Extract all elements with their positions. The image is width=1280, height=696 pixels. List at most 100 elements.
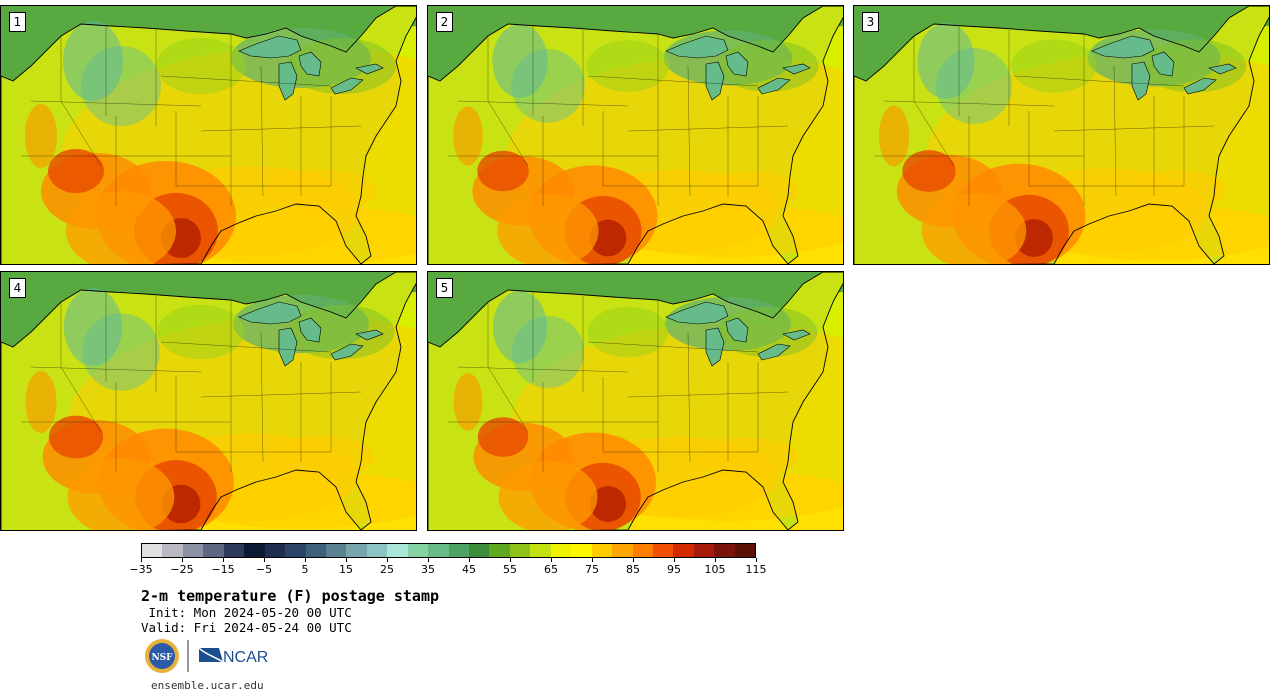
state-border: [200, 125, 362, 132]
temperature-region: [67, 458, 175, 530]
great-lake: [1151, 51, 1175, 77]
temperature-region: [492, 24, 548, 98]
map-panel-2: 2: [427, 5, 844, 265]
temperature-region: [453, 106, 483, 166]
nsf-logo-icon: NSF: [145, 639, 179, 673]
map-panel-4: 4: [0, 271, 417, 531]
great-lake: [298, 317, 322, 343]
svg-text:NSF: NSF: [151, 653, 173, 663]
colorbar-cell: [142, 544, 163, 557]
temperature-region: [63, 21, 123, 101]
panel-number-badge: 4: [9, 278, 26, 298]
temperature-region: [878, 105, 910, 167]
init-time: Init: Mon 2024-05-20 00 UTC: [141, 605, 352, 620]
temperature-colorbar: [141, 543, 756, 558]
temperature-region: [286, 38, 396, 94]
great-lake: [238, 35, 302, 59]
state-border: [30, 366, 202, 373]
state-border: [260, 65, 264, 197]
colorbar-cell: [652, 544, 674, 557]
colorbar-tick: [264, 558, 265, 562]
colorbar-cell: [673, 544, 694, 557]
colorbar-cell: [448, 544, 469, 557]
temperature-region: [63, 288, 123, 366]
great-lake: [757, 343, 791, 361]
coastline: [428, 6, 843, 264]
colorbar-tick-label: −25: [170, 563, 194, 576]
state-border: [913, 100, 955, 167]
great-lake: [782, 329, 811, 341]
great-lake: [330, 77, 364, 95]
colorbar-tick: [469, 558, 470, 562]
colorbar-cell: [469, 544, 490, 557]
temperature-region: [157, 304, 245, 360]
great-lake: [238, 301, 302, 325]
great-lake: [705, 327, 725, 367]
colorbar-cell: [734, 544, 756, 557]
colorbar-tick-label: 65: [544, 563, 558, 576]
temperature-region: [697, 170, 799, 212]
colorbar-cell: [387, 544, 408, 557]
state-border: [60, 100, 102, 167]
temperature-map: [854, 6, 1269, 264]
colorbar-cell: [203, 544, 224, 557]
colorbar-tick-label: −35: [129, 563, 153, 576]
panel-number-badge: 5: [436, 278, 453, 298]
state-border: [457, 100, 629, 107]
temperature-region: [477, 150, 529, 192]
website-url: ensemble.ucar.edu: [151, 679, 264, 692]
temperature-map: [428, 6, 843, 264]
colorbar-tick-label: 15: [339, 563, 353, 576]
temperature-region: [717, 40, 819, 92]
great-lake: [278, 61, 298, 101]
temperature-region: [498, 461, 598, 530]
state-border: [487, 100, 529, 167]
state-border: [1053, 125, 1215, 132]
temperature-region: [590, 486, 626, 522]
colorbar-cell: [530, 544, 551, 557]
state-border: [587, 75, 759, 87]
state-border: [200, 391, 362, 398]
temperature-region: [586, 40, 670, 92]
colorbar-cell: [407, 544, 429, 557]
great-lake: [298, 51, 322, 77]
figure-title: 2-m temperature (F) postage stamp: [141, 587, 440, 605]
colorbar-cell: [428, 544, 449, 557]
temperature-region: [25, 370, 57, 434]
temperature-region: [493, 291, 547, 363]
map-panel-1: 1: [0, 5, 417, 265]
colorbar-cell: [714, 544, 735, 557]
coastline: [1, 272, 416, 530]
map-panel-5: 5: [427, 271, 844, 531]
colorbar-tick-label: 5: [301, 563, 309, 576]
colorbar-cell: [591, 544, 613, 557]
temperature-region: [1011, 39, 1097, 93]
colorbar-tick: [592, 558, 593, 562]
panel-number-badge: 2: [436, 12, 453, 32]
colorbar-tick: [346, 558, 347, 562]
temperature-region: [698, 437, 798, 477]
colorbar-tick-label: 85: [626, 563, 640, 576]
state-border: [457, 366, 629, 373]
state-border: [687, 65, 691, 197]
temperature-map: [1, 272, 416, 530]
state-border: [60, 366, 102, 433]
great-lake: [1208, 63, 1237, 75]
temperature-region: [917, 23, 975, 99]
state-border: [1113, 65, 1117, 197]
colorbar-ticks: −35 −25 −15 −5 5 15 25 35 45 55 65 75 85 95 105 115: [129, 558, 767, 578]
great-lake: [355, 63, 384, 75]
colorbar-cell: [162, 544, 183, 557]
great-lake: [1183, 77, 1217, 95]
map-panel-3: 3: [853, 5, 1270, 265]
colorbar-cell: [244, 544, 265, 557]
state-border: [883, 100, 1055, 107]
colorbar-cell: [693, 544, 715, 557]
temperature-region: [477, 417, 529, 457]
great-lake: [330, 343, 364, 361]
state-border: [1013, 75, 1185, 87]
great-lake: [1131, 61, 1151, 101]
colorbar-tick-label: 75: [585, 563, 599, 576]
colorbar-cell: [489, 544, 510, 557]
great-lake: [1091, 35, 1155, 59]
